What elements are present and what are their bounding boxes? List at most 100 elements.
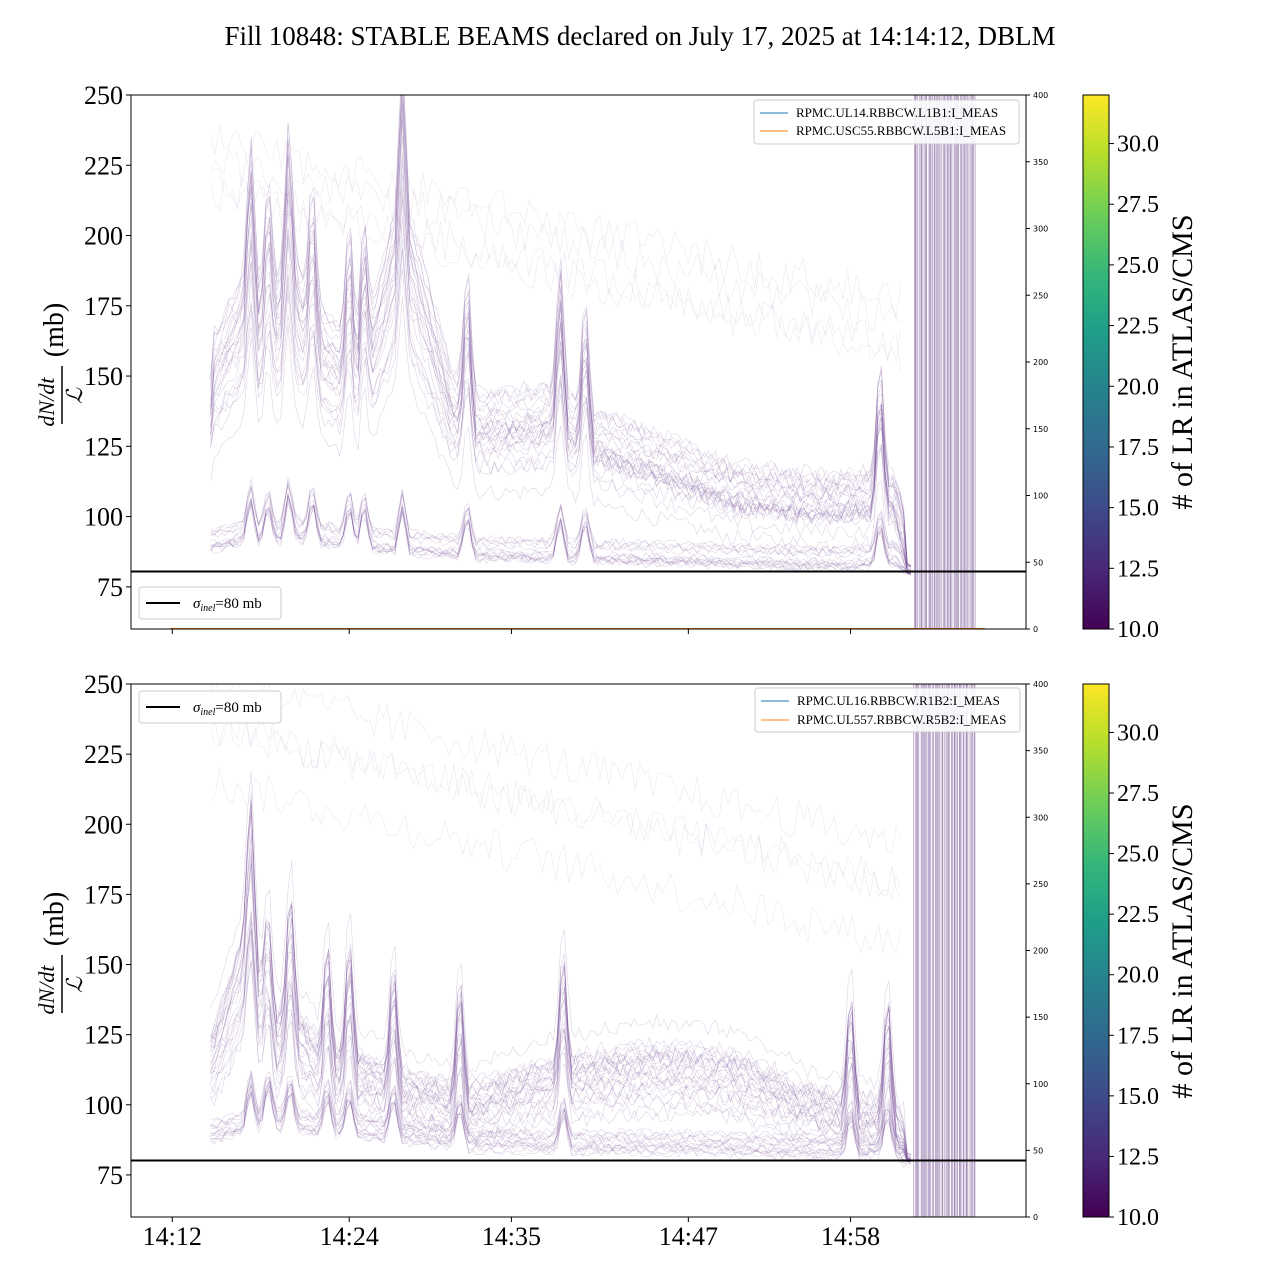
loss-trace xyxy=(210,960,912,1168)
loss-trace xyxy=(210,95,912,573)
bottom-colorbar: 10.0 12.5 15.0 17.5 20.0 22.5 25.0 27.5 30.0 # o… xyxy=(1082,683,1199,1231)
top-panel: 75 100 125 150 175 200 225 250 0 50 100 150 200 250 3… xyxy=(34,81,1199,643)
y-tick-label: 100 xyxy=(84,1091,123,1120)
loss-trace xyxy=(210,1081,912,1161)
loss-trace xyxy=(210,497,912,575)
colorbar-tick-label: 27.5 xyxy=(1117,781,1159,807)
x-tick-label: 14:24 xyxy=(320,1222,379,1251)
top-colorbar-label: # of LR in ATLAS/CMS xyxy=(1166,214,1199,509)
loss-trace xyxy=(210,248,912,567)
loss-trace xyxy=(210,194,912,568)
loss-trace-high xyxy=(210,168,901,362)
colorbar-tick-label: 22.5 xyxy=(1117,902,1159,928)
figure-title: Fill 10848: STABLE BEAMS declared on Jul… xyxy=(224,21,1055,51)
right-tick-label: 50 xyxy=(1033,558,1043,567)
loss-trace xyxy=(210,495,912,574)
bottom-y-ticks: 75 100 125 150 175 200 225 250 xyxy=(84,670,131,1190)
colorbar-tick-label: 22.5 xyxy=(1117,314,1159,340)
loss-trace xyxy=(210,268,912,570)
colorbar-tick-label: 15.0 xyxy=(1117,496,1159,522)
top-x-tickmarks xyxy=(171,629,852,634)
loss-trace xyxy=(210,500,912,575)
loss-trace xyxy=(210,911,912,1160)
bottom-colorbar-ticks: 10.0 12.5 15.0 17.5 20.0 22.5 25.0 27.5 30.0 xyxy=(1109,720,1159,1231)
x-tick-label: 14:58 xyxy=(821,1222,880,1251)
right-tick-label: 300 xyxy=(1033,813,1048,822)
loss-trace xyxy=(210,929,912,1158)
loss-trace xyxy=(210,911,912,1157)
y-tick-label: 225 xyxy=(84,151,123,180)
loss-trace xyxy=(210,1089,912,1162)
colorbar-tick-label: 25.0 xyxy=(1117,842,1159,868)
top-current-legend: RPMC.UL14.RBBCW.L1B1:I_MEAS RPMC.USC55.R… xyxy=(753,99,1020,145)
loss-trace xyxy=(210,95,912,576)
top-legend-label-2: RPMC.USC55.RBBCW.L5B1:I_MEAS xyxy=(796,123,1006,138)
loss-trace xyxy=(210,135,912,572)
loss-trace xyxy=(210,929,912,1163)
right-tick-label: 400 xyxy=(1033,91,1048,100)
loss-trace xyxy=(210,491,912,573)
loss-trace xyxy=(210,1086,912,1163)
right-tick-label: 0 xyxy=(1033,625,1038,634)
colorbar-tick-label: 20.0 xyxy=(1117,374,1159,400)
top-colorbar: 10.0 12.5 15.0 17.5 20.0 22.5 25.0 27.5 30.0 # o… xyxy=(1082,94,1199,643)
loss-trace xyxy=(210,238,912,567)
loss-trace xyxy=(210,813,912,1155)
loss-trace xyxy=(210,1080,912,1160)
top-ylabel-numerator: dN/dt xyxy=(34,377,59,427)
right-tick-label: 250 xyxy=(1033,880,1048,889)
colorbar-tick-label: 12.5 xyxy=(1117,556,1159,582)
bottom-legend-label-1: RPMC.UL16.RBBCW.R1B2:I_MEAS xyxy=(797,693,1000,708)
y-tick-label: 200 xyxy=(84,222,123,251)
right-tick-label: 0 xyxy=(1033,1213,1038,1222)
y-tick-label: 175 xyxy=(84,880,123,909)
loss-trace xyxy=(210,829,912,1165)
bottom-current-legend-box xyxy=(754,687,1021,733)
loss-trace xyxy=(210,186,912,566)
right-tick-label: 350 xyxy=(1033,158,1048,167)
loss-trace xyxy=(210,119,912,568)
loss-trace xyxy=(210,477,912,571)
top-right-ticks: 0 50 100 150 200 250 300 350 400 xyxy=(1026,91,1048,634)
loss-trace-high xyxy=(210,125,901,319)
right-tick-label: 350 xyxy=(1033,747,1048,756)
loss-trace xyxy=(210,921,912,1157)
bottom-band xyxy=(913,684,976,1217)
loss-trace xyxy=(210,95,912,566)
loss-trace xyxy=(210,853,912,1159)
loss-trace xyxy=(210,1077,912,1160)
y-tick-label: 150 xyxy=(84,362,123,391)
loss-trace xyxy=(210,95,912,567)
loss-trace-high xyxy=(210,715,901,899)
loss-trace xyxy=(210,101,912,574)
loss-trace-high xyxy=(210,147,901,333)
loss-trace xyxy=(210,863,912,1155)
colorbar-tick-label: 30.0 xyxy=(1117,720,1159,746)
y-tick-label: 125 xyxy=(84,432,123,461)
loss-trace xyxy=(210,95,912,568)
top-band xyxy=(914,95,976,629)
loss-trace xyxy=(210,793,912,1161)
loss-trace xyxy=(210,497,912,574)
colorbar-tick-label: 27.5 xyxy=(1117,192,1159,218)
loss-trace xyxy=(210,771,912,1155)
x-tick-label: 14:12 xyxy=(143,1222,202,1251)
loss-trace xyxy=(210,938,912,1163)
loss-trace xyxy=(210,960,912,1165)
y-tick-label: 75 xyxy=(97,1161,123,1190)
y-tick-label: 100 xyxy=(84,503,123,532)
top-sigma-legend-box xyxy=(138,586,282,620)
right-tick-label: 300 xyxy=(1033,225,1048,234)
loss-trace xyxy=(210,480,912,571)
loss-trace xyxy=(210,1091,912,1161)
right-tick-label: 200 xyxy=(1033,358,1048,367)
bottom-ylabel-denominator: ℒ xyxy=(62,976,87,993)
bottom-plot-lines xyxy=(210,684,912,1168)
top-ylabel-denominator: ℒ xyxy=(62,387,87,404)
colorbar-tick-label: 10.0 xyxy=(1117,617,1159,643)
loss-trace xyxy=(210,1073,912,1160)
x-tick-label: 14:35 xyxy=(482,1222,541,1251)
loss-trace xyxy=(210,483,912,573)
loss-trace xyxy=(210,848,912,1162)
loss-trace-high xyxy=(210,684,901,853)
